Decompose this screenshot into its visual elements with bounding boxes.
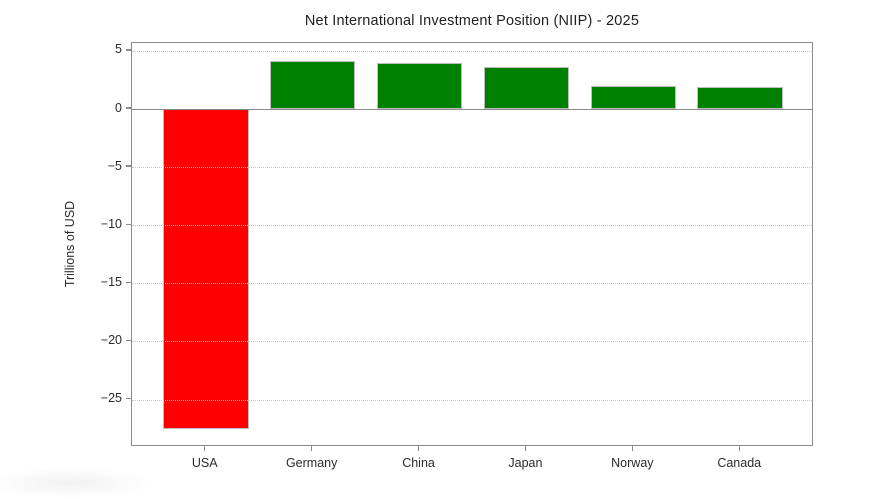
y-gridline (132, 399, 812, 401)
y-tick-label: −20 (100, 332, 122, 347)
plot-area (131, 42, 813, 446)
y-tick-label: −5 (107, 158, 122, 173)
y-gridline (132, 225, 812, 227)
x-tick-mark (310, 446, 313, 451)
bar-usa (163, 109, 249, 429)
y-tick-mark (126, 281, 131, 284)
x-tick-mark (524, 446, 527, 451)
y-tick-mark (126, 165, 131, 167)
y-tick-mark (126, 223, 131, 225)
bar-germany (269, 61, 356, 109)
x-tick-mark (631, 446, 634, 451)
x-tick-label-japan: Japan (508, 456, 543, 470)
y-tick-label: −10 (100, 216, 122, 231)
bar-norway (590, 85, 677, 109)
x-tick-mark (738, 446, 740, 451)
x-tick-mark (204, 446, 206, 451)
x-tick-label-china: China (402, 456, 435, 470)
y-tick-mark (126, 339, 131, 342)
x-tick-label-canada: Canada (717, 456, 762, 470)
y-tick-label: 5 (115, 42, 122, 57)
x-tick-mark (417, 446, 420, 451)
y-axis-label: Trillions of USD (63, 200, 77, 288)
y-gridline (132, 341, 812, 343)
y-gridline (132, 167, 812, 169)
x-tick-label-norway: Norway (611, 456, 654, 470)
y-tick-label: −25 (100, 391, 122, 406)
bar-japan (483, 67, 570, 109)
bar-canada (697, 86, 783, 109)
y-tick-mark (126, 49, 131, 51)
y-gridline (132, 283, 812, 285)
bar-china (376, 62, 463, 109)
y-tick-label: 0 (115, 100, 122, 115)
y-tick-label: −15 (100, 274, 122, 289)
x-tick-label-germany: Germany (285, 456, 338, 470)
y-tick-mark (126, 397, 131, 400)
zero-baseline (132, 109, 812, 111)
y-gridline (132, 50, 812, 52)
y-tick-mark (126, 107, 131, 109)
x-tick-label-usa: USA (191, 456, 218, 470)
chart-title: Net International Investment Position (N… (304, 13, 640, 29)
